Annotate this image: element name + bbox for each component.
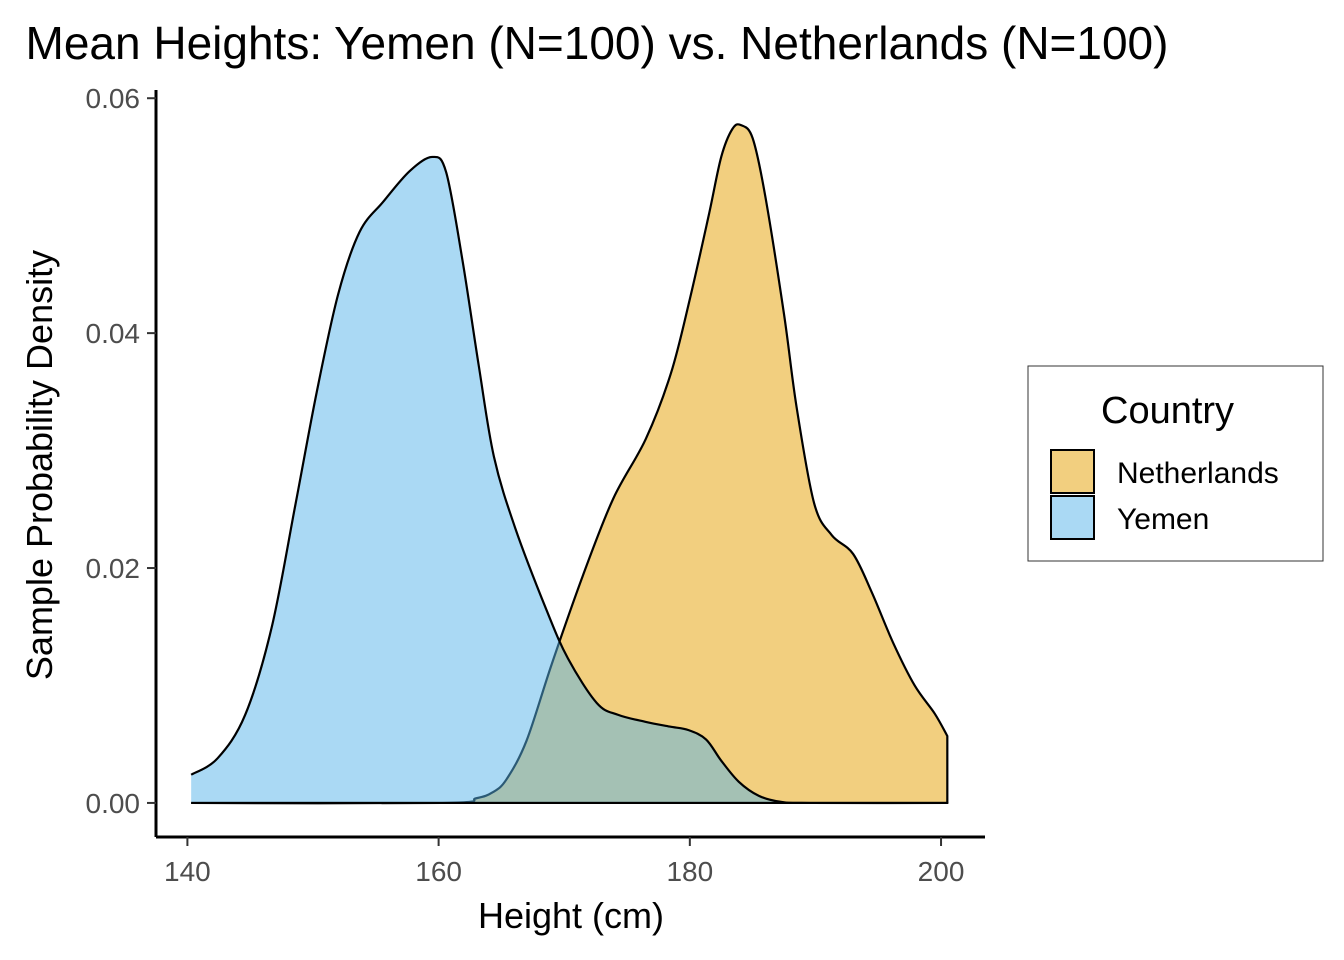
chart-title: Mean Heights: Yemen (N=100) vs. Netherla… [26,17,1169,69]
x-tick-label: 140 [164,856,211,887]
y-axis-title: Sample Probability Density [19,250,60,680]
y-tick-label: 0.02 [86,553,141,584]
density-area-netherlands [191,124,948,804]
legend-label-yemen: Yemen [1117,503,1209,536]
y-tick-label: 0.04 [86,318,141,349]
legend-key-yemen [1050,495,1095,540]
density-outline-yemen [190,155,949,805]
y-tick-label: 0.00 [86,788,141,819]
x-tick-label: 200 [918,856,965,887]
x-axis-title: Height (cm) [478,895,664,936]
legend-key-netherlands [1050,449,1095,494]
x-tick-label: 160 [415,856,462,887]
density-area-yemen [191,156,948,804]
legend-label-netherlands: Netherlands [1117,457,1279,490]
legend-entries: Netherlands Yemen [1050,449,1279,540]
legend: Country Netherlands Yemen [1027,365,1324,562]
density-areas [190,123,949,805]
legend-title: Country [1101,390,1234,432]
axes: 0.00 0.02 0.04 0.06 140 160 180 200 [86,83,985,887]
y-tick-label: 0.06 [86,83,141,114]
density-series-yemen [190,155,949,805]
x-tick-label: 180 [666,856,713,887]
